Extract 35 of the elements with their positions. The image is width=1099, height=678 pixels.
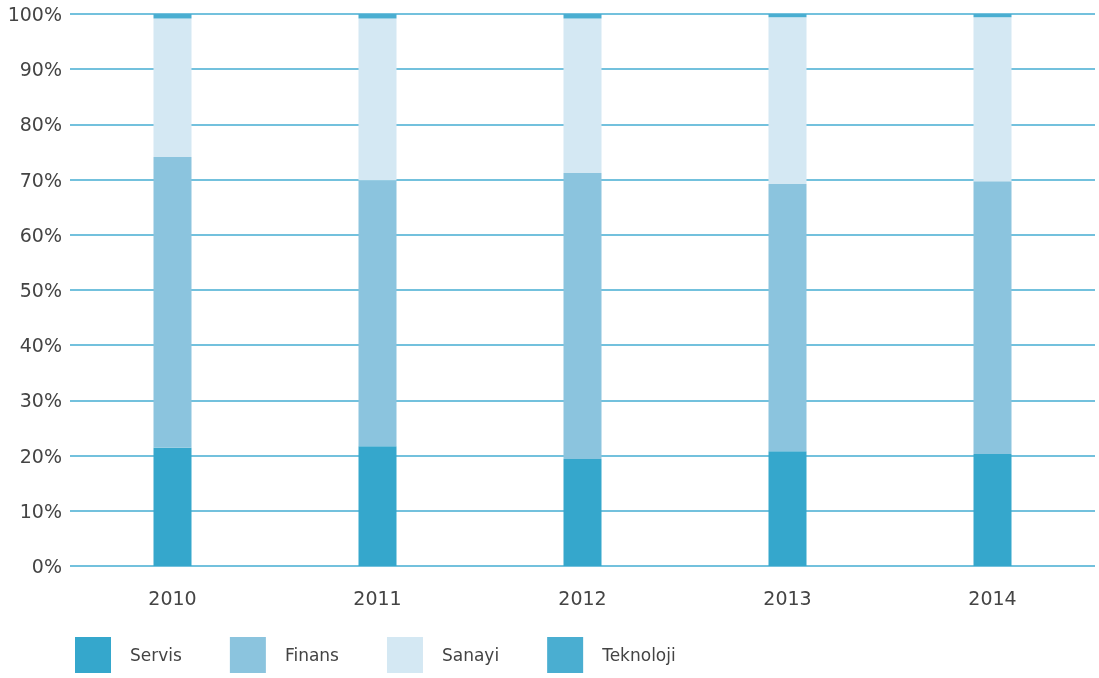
y-tick-label: 60% xyxy=(19,223,62,246)
bar xyxy=(563,172,602,459)
bar xyxy=(358,18,397,181)
y-tick-label: 80% xyxy=(19,113,62,136)
bar xyxy=(973,17,1012,182)
bar xyxy=(768,184,807,452)
bar xyxy=(768,17,807,185)
y-tick-label: 0% xyxy=(31,555,62,577)
x-tick-label: 2013 xyxy=(763,586,812,609)
x-tick-label: 2010 xyxy=(148,586,197,609)
y-tick-label: 10% xyxy=(19,499,62,522)
bar xyxy=(358,446,397,566)
bar xyxy=(153,447,192,566)
y-tick-label: 20% xyxy=(19,444,62,467)
bar xyxy=(358,180,397,447)
y-tick-label: 70% xyxy=(19,168,62,191)
bar xyxy=(153,156,192,448)
legend-label: Sanayi xyxy=(441,645,500,665)
legend-label: Finans xyxy=(284,645,340,665)
y-tick-label: 30% xyxy=(19,389,62,412)
bar xyxy=(153,18,192,157)
y-tick-label: 40% xyxy=(19,334,62,357)
bar xyxy=(768,451,807,566)
bar xyxy=(563,18,602,173)
y-tick-label: 50% xyxy=(19,279,62,301)
legend-label: Servis xyxy=(130,645,183,665)
x-tick-label: 2011 xyxy=(353,586,402,609)
bar xyxy=(973,181,1012,454)
legend-label: Teknoloji xyxy=(601,645,676,665)
x-tick-label: 2014 xyxy=(968,586,1017,609)
bar xyxy=(973,453,1012,566)
bar xyxy=(563,458,602,566)
y-tick-label: 90% xyxy=(19,58,62,81)
x-tick-label: 2012 xyxy=(558,586,607,609)
y-tick-label: 100% xyxy=(7,3,62,25)
